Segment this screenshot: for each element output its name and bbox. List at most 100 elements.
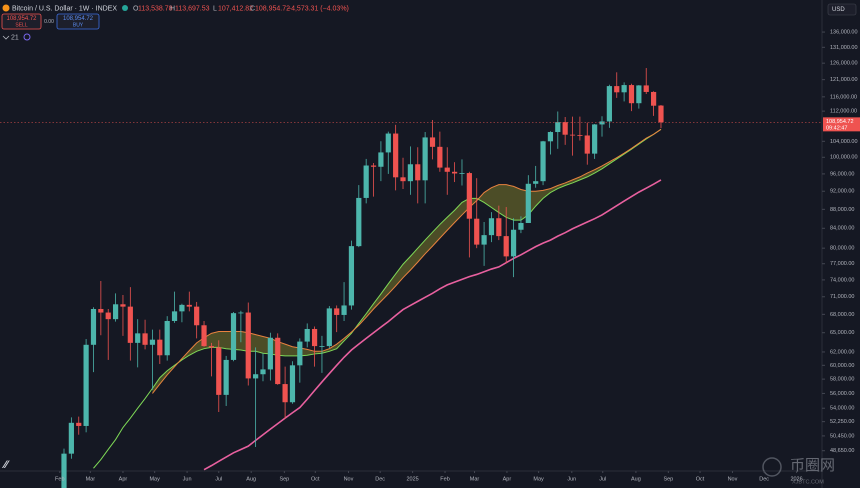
ribbon-fill <box>152 129 661 394</box>
candle-body <box>599 121 605 125</box>
candle-body <box>437 146 443 168</box>
ohlc-value: 108,954.72 <box>255 5 290 12</box>
x-tick-label: Aug <box>246 476 256 482</box>
x-tick-label: Sep <box>663 476 673 482</box>
candle-body <box>658 105 664 123</box>
candle-body <box>474 218 480 245</box>
y-tick-label: 121,000.00 <box>830 77 858 83</box>
buy-price: 108,954.72 <box>63 16 94 22</box>
plot <box>61 68 664 488</box>
candle-body <box>282 384 288 403</box>
spread: 0.00 <box>44 19 54 25</box>
candle-body <box>245 312 251 379</box>
watermark-name: 币圈网 <box>790 457 835 474</box>
candle-body <box>481 235 487 245</box>
x-tick-label: Oct <box>696 476 705 482</box>
candle-body <box>533 181 539 184</box>
candle-body <box>260 369 266 375</box>
sell-price: 108,954.72 <box>6 16 37 22</box>
candle-body <box>400 177 406 182</box>
ohlc-value: 107,412.82 <box>218 5 253 12</box>
candle-body <box>562 122 568 135</box>
symbol: Bitcoin / U.S. Dollar · 1W · INDEX <box>12 5 117 12</box>
candle-body <box>429 137 436 147</box>
x-tick-label: 2025 <box>406 476 418 482</box>
indicator-icon[interactable] <box>23 33 31 41</box>
candle-body <box>547 132 554 142</box>
x-tick-label: Nov <box>728 476 738 482</box>
candle-body <box>415 164 421 181</box>
x-tick-label: May <box>533 476 544 482</box>
collapse-icon[interactable] <box>2 35 10 40</box>
price-tag-value: 108,954.72 <box>826 119 854 125</box>
x-tick-label: Dec <box>759 476 769 482</box>
candle-body <box>334 308 340 315</box>
ohlc-label: O <box>133 5 139 12</box>
y-tick-label: 92,000.00 <box>830 189 854 195</box>
candle-body <box>208 346 214 348</box>
candle-body <box>510 229 517 257</box>
candle-body <box>127 306 133 343</box>
candle-body <box>112 304 119 320</box>
candle-body <box>636 85 642 104</box>
y-tick-label: 68,000.00 <box>830 312 854 318</box>
candle-body <box>606 86 612 122</box>
candle-body <box>466 173 472 219</box>
change: −4,573.31 (−4.03%) <box>287 5 349 12</box>
candle-body <box>326 308 332 347</box>
buy-label: BUY <box>73 22 84 28</box>
candle-body <box>311 328 318 347</box>
candle-body <box>488 218 495 236</box>
sell-button[interactable] <box>1 13 42 30</box>
ohlc-label: L <box>213 5 217 12</box>
y-tick-label: 60,000.00 <box>830 363 854 369</box>
sell-label: SELL <box>15 22 27 28</box>
candle-body <box>614 86 620 93</box>
x-tick-label: Dec <box>375 476 385 482</box>
x-tick-label: Nov <box>344 476 354 482</box>
candle-body <box>319 346 325 347</box>
x-tick-label: Jul <box>599 476 606 482</box>
x-tick-label: Aug <box>631 476 641 482</box>
x-tick-label: Apr <box>119 476 128 482</box>
ma-line <box>203 179 662 471</box>
candle-body <box>341 305 347 315</box>
x-tick-label: Feb <box>440 476 449 482</box>
y-tick-label: 50,450.00 <box>830 433 854 439</box>
candle-body <box>267 337 273 370</box>
candle-body <box>407 164 413 182</box>
candle-body <box>120 304 126 307</box>
buy-button[interactable] <box>56 13 100 30</box>
candle-body <box>105 312 111 320</box>
candle-body <box>149 339 156 345</box>
candle-body <box>370 165 377 167</box>
candle-body <box>98 308 104 313</box>
tv-logo: ⁄⁄ <box>1 459 10 471</box>
y-tick-label: 84,000.00 <box>830 226 854 232</box>
x-tick-label: Sep <box>279 476 289 482</box>
candle-body <box>496 218 502 237</box>
indicator: 21 <box>11 34 19 41</box>
candle-body <box>422 137 428 181</box>
ohlc: O 113,538.78H 113,697.53 L 107,412.82C 108,95… <box>133 5 290 12</box>
x-tick-label: Jun <box>183 476 192 482</box>
candle-body <box>304 328 310 342</box>
candle-body <box>223 359 229 395</box>
y-tick-label: 112,000.00 <box>830 109 857 115</box>
candle-body <box>385 133 391 153</box>
candle-body <box>444 167 450 172</box>
x-tick-label: Jun <box>567 476 576 482</box>
x-tick-label: May <box>149 476 160 482</box>
coin-icon <box>2 4 10 12</box>
currency-box[interactable] <box>827 3 857 16</box>
candle-body <box>216 347 222 395</box>
candle-body <box>68 422 74 454</box>
candle-body <box>135 333 141 343</box>
x-tick-label: Mar <box>86 476 96 482</box>
candle-body <box>297 341 303 366</box>
candle-body <box>171 311 178 321</box>
watermark-group: 币圈网 XJBTC.COM <box>762 457 835 485</box>
candle-body <box>356 197 362 247</box>
x-tick-label: Oct <box>311 476 320 482</box>
